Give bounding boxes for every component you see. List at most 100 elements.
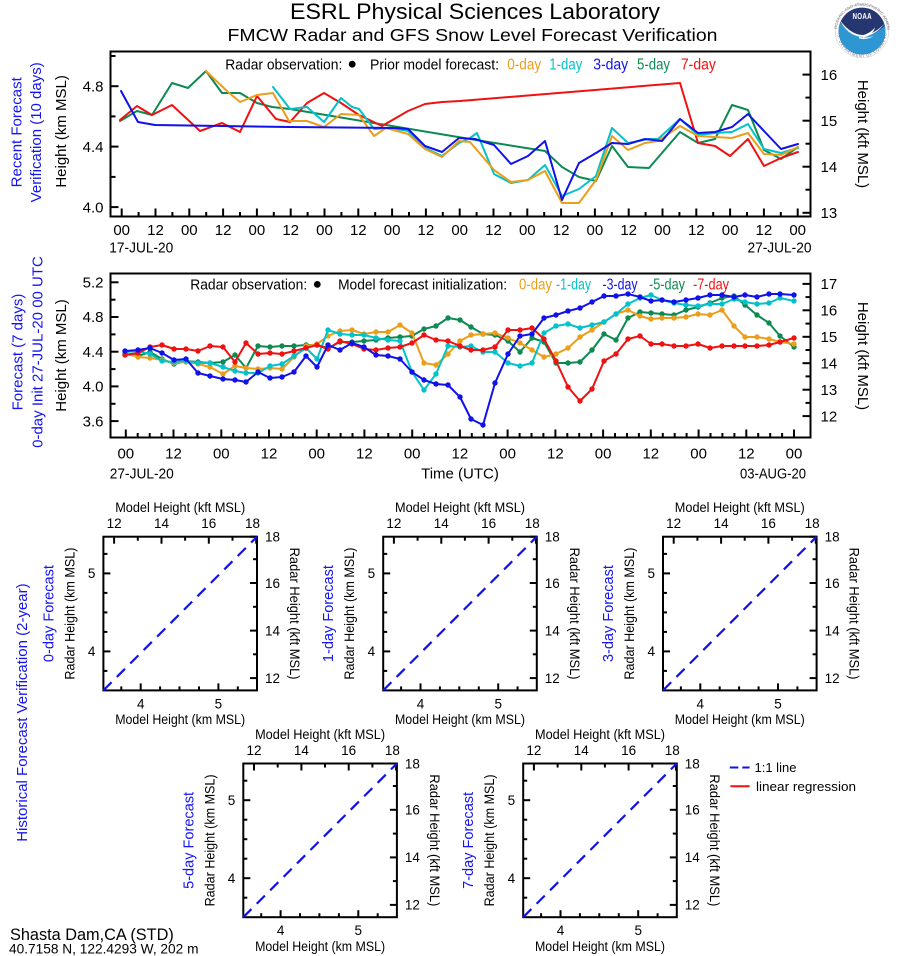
svg-text:Historical Forecast Verificati: Historical Forecast Verification (2-year… — [14, 583, 31, 841]
svg-text:12: 12 — [261, 446, 278, 463]
svg-text:16: 16 — [545, 576, 560, 591]
svg-text:Radar Height (km MSL): Radar Height (km MSL) — [482, 774, 497, 906]
svg-text:00: 00 — [786, 446, 803, 463]
svg-text:27-JUL-20: 27-JUL-20 — [748, 240, 812, 257]
svg-text:12: 12 — [545, 671, 560, 686]
svg-text:13: 13 — [821, 205, 838, 222]
svg-text:12: 12 — [265, 671, 280, 686]
svg-text:0-day: 0-day — [507, 57, 541, 74]
svg-text:14: 14 — [685, 850, 701, 865]
svg-text:4.4: 4.4 — [83, 344, 104, 361]
svg-text:5.2: 5.2 — [83, 275, 104, 292]
svg-text:-3-day: -3-day — [603, 277, 638, 294]
svg-text:00: 00 — [249, 222, 266, 239]
svg-text:Model Height (km MSL): Model Height (km MSL) — [675, 712, 805, 727]
svg-text:12: 12 — [553, 222, 570, 239]
svg-text:3-day: 3-day — [593, 57, 628, 74]
svg-text:Radar Height (kft MSL): Radar Height (kft MSL) — [847, 548, 862, 680]
svg-text:00: 00 — [181, 222, 198, 239]
svg-text:3.6: 3.6 — [83, 413, 104, 430]
svg-text:12: 12 — [485, 222, 502, 239]
svg-text:4.8: 4.8 — [83, 78, 104, 95]
svg-text:Model Height (km MSL): Model Height (km MSL) — [115, 712, 245, 727]
svg-text:4: 4 — [228, 871, 236, 886]
svg-text:16: 16 — [265, 576, 280, 591]
svg-text:14: 14 — [821, 159, 838, 176]
svg-text:00: 00 — [117, 446, 134, 463]
svg-text:16: 16 — [481, 516, 496, 531]
svg-text:ESRL Physical Sciences Laborat: ESRL Physical Sciences Laboratory — [290, 0, 660, 24]
svg-text:5: 5 — [774, 696, 782, 711]
svg-text:14: 14 — [405, 850, 421, 865]
svg-text:Model Height (km MSL): Model Height (km MSL) — [395, 712, 525, 727]
svg-text:12: 12 — [688, 222, 705, 239]
svg-text:16: 16 — [201, 516, 216, 531]
svg-text:7-day Forecast: 7-day Forecast — [460, 791, 477, 889]
svg-text:NOAA: NOAA — [852, 12, 872, 21]
svg-text:00: 00 — [499, 446, 516, 463]
svg-text:Radar observation:: Radar observation: — [190, 277, 307, 294]
svg-text:4: 4 — [697, 696, 705, 711]
svg-text:5: 5 — [494, 696, 502, 711]
svg-text:4: 4 — [137, 696, 145, 711]
svg-text:Radar Height (kft MSL): Radar Height (kft MSL) — [567, 548, 582, 680]
svg-text:5-day: 5-day — [637, 57, 670, 74]
svg-text:00: 00 — [789, 222, 806, 239]
svg-text:00: 00 — [308, 446, 325, 463]
svg-text:4: 4 — [508, 871, 516, 886]
svg-text:Radar Height (km MSL): Radar Height (km MSL) — [622, 548, 637, 680]
svg-text:Height (km MSL): Height (km MSL) — [53, 75, 70, 188]
svg-text:18: 18 — [405, 756, 420, 771]
svg-text:Model Height (kft MSL): Model Height (kft MSL) — [255, 727, 385, 742]
svg-text:Prior model forecast:: Prior model forecast: — [370, 57, 499, 74]
svg-text:40.7158 N, 122.4293 W, 202 m: 40.7158 N, 122.4293 W, 202 m — [9, 942, 198, 956]
svg-text:Radar Height (km MSL): Radar Height (km MSL) — [342, 548, 357, 680]
svg-text:Radar Height (kft MSL): Radar Height (kft MSL) — [427, 774, 442, 906]
svg-text:Recent Forecast: Recent Forecast — [8, 76, 25, 187]
svg-text:00: 00 — [595, 446, 612, 463]
svg-text:14: 14 — [154, 516, 170, 531]
svg-text:Radar observation:: Radar observation: — [225, 57, 342, 74]
svg-text:14: 14 — [825, 623, 841, 638]
svg-text:16: 16 — [821, 303, 838, 320]
svg-text:12: 12 — [147, 222, 164, 239]
svg-text:12: 12 — [418, 222, 435, 239]
svg-text:4.8: 4.8 — [83, 309, 104, 326]
svg-text:0-day: 0-day — [519, 277, 552, 294]
svg-text:18: 18 — [685, 756, 700, 771]
svg-text:14: 14 — [434, 516, 450, 531]
svg-text:15: 15 — [821, 113, 838, 130]
svg-text:Model forecast initialization:: Model forecast initialization: — [338, 277, 507, 294]
svg-text:00: 00 — [316, 222, 333, 239]
svg-text:Radar Height (km MSL): Radar Height (km MSL) — [62, 548, 77, 680]
svg-text:00: 00 — [654, 222, 671, 239]
svg-text:18: 18 — [385, 743, 400, 758]
svg-text:5: 5 — [228, 793, 236, 808]
svg-text:12: 12 — [738, 446, 755, 463]
svg-text:00: 00 — [451, 222, 468, 239]
svg-text:5: 5 — [647, 566, 655, 581]
svg-text:12: 12 — [386, 516, 401, 531]
svg-text:4: 4 — [88, 644, 96, 659]
svg-text:4.4: 4.4 — [83, 139, 104, 156]
svg-text:12: 12 — [685, 898, 700, 913]
svg-text:16: 16 — [621, 743, 636, 758]
svg-text:5: 5 — [355, 923, 363, 938]
svg-text:Height (kft MSL): Height (kft MSL) — [854, 302, 871, 410]
svg-text:12: 12 — [215, 222, 232, 239]
svg-text:14: 14 — [821, 355, 838, 372]
svg-text:14: 14 — [265, 623, 281, 638]
svg-text:5: 5 — [508, 793, 516, 808]
svg-text:Model Height (km MSL): Model Height (km MSL) — [535, 939, 665, 954]
svg-text:0-day Init 27-JUL-20 00 UTC: 0-day Init 27-JUL-20 00 UTC — [30, 256, 47, 448]
svg-text:12: 12 — [165, 446, 182, 463]
svg-text:Shasta Dam,CA (STD): Shasta Dam,CA (STD) — [10, 926, 174, 944]
svg-text:1-day Forecast: 1-day Forecast — [320, 564, 337, 662]
svg-text:17: 17 — [821, 276, 838, 293]
svg-text:12: 12 — [666, 516, 681, 531]
svg-text:4: 4 — [368, 644, 376, 659]
svg-text:-5-day: -5-day — [649, 277, 685, 294]
svg-text:00: 00 — [690, 446, 707, 463]
svg-text:14: 14 — [574, 743, 590, 758]
svg-text:00: 00 — [384, 222, 401, 239]
